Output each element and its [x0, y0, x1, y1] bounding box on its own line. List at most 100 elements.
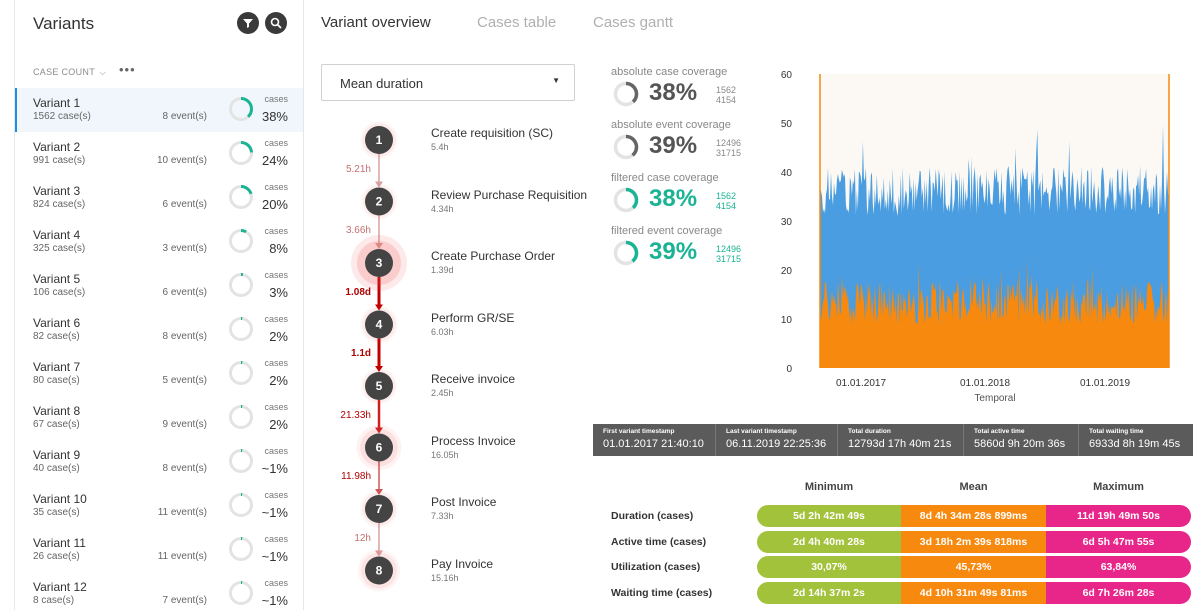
chevron-down-icon: ⌵ [99, 68, 107, 77]
tab-cases-gantt[interactable]: Cases gantt [593, 14, 674, 31]
coverage-percentage: 38% [649, 79, 698, 106]
donut-chart-icon [229, 449, 253, 473]
process-step-node[interactable] [365, 310, 393, 339]
metrics-row-label: Waiting time (cases) [611, 586, 713, 599]
temporal-chart: 0 10 20 30 40 50 60 01.01.2017 01.01.2018 01.01.2… [770, 60, 1200, 410]
coverage-block: filtered event coverage 39% 12496 31715 [611, 225, 771, 277]
search-button[interactable] [265, 12, 287, 34]
variant-percentage: ~1% [261, 593, 288, 608]
process-step-node[interactable] [365, 126, 393, 154]
variant-item[interactable]: Variant 5 106 case(s) 6 event(s) cases 3% [15, 264, 303, 308]
variant-item[interactable]: Variant 8 67 case(s) 9 event(s) cases 2% [15, 396, 303, 440]
step-activity-label: Pay Invoice [431, 556, 494, 571]
y-tick-label: 0 [786, 364, 792, 375]
stat-cell: Last variant timestamp 06.11.2019 22:25:3… [715, 424, 837, 456]
variant-item[interactable]: Variant 6 82 case(s) 8 event(s) cases 2% [15, 308, 303, 352]
process-map: 1 2 3 4 5 6 7 8 5.21h 3.66h 1.08d 1.1d 21.33h 11.98h… [321, 110, 593, 610]
metric-select[interactable]: Mean duration ▼ [321, 64, 575, 101]
donut-chart-icon [229, 317, 253, 341]
edge-duration-label: 1.08d [345, 286, 371, 298]
metric-min-value: 2d 14h 37m 2s [757, 581, 901, 604]
donut-chart-icon [229, 229, 253, 253]
variant-share-donut [228, 536, 254, 567]
metric-mean-value: 4d 10h 31m 49s 81ms [901, 581, 1046, 604]
x-tick-label: 01.01.2018 [960, 378, 1010, 389]
variant-item[interactable]: Variant 12 8 case(s) 7 event(s) cases ~1% [15, 572, 303, 610]
variant-item[interactable]: Variant 7 80 case(s) 5 event(s) cases 2% [15, 352, 303, 396]
search-icon [270, 17, 282, 29]
variant-item[interactable]: Variant 9 40 case(s) 8 event(s) cases ~1% [15, 440, 303, 484]
step-duration: 1.39d [431, 265, 454, 275]
edge-duration-label: 21.33h [340, 409, 371, 421]
variant-name: Variant 2 [33, 140, 81, 154]
donut-chart-icon [613, 81, 639, 107]
filter-icon [243, 19, 253, 28]
variant-share-donut [228, 580, 254, 610]
process-step-node[interactable] [365, 495, 393, 523]
tab-cases-table[interactable]: Cases table [477, 14, 557, 31]
variant-item[interactable]: Variant 11 26 case(s) 11 event(s) cases ~1% [15, 528, 303, 572]
process-step-node[interactable] [365, 372, 393, 400]
variant-share-donut [228, 448, 254, 479]
process-step-node[interactable] [365, 249, 393, 277]
variant-event-count: 5 event(s) [162, 375, 207, 386]
y-tick-label: 30 [781, 217, 793, 228]
coverage-title: absolute event coverage [611, 119, 731, 131]
process-step-node[interactable] [365, 433, 393, 462]
step-activity-label: Post Invoice [431, 495, 497, 509]
coverage-percentage: 38% [649, 185, 698, 212]
variant-percentage: 8% [269, 241, 288, 256]
process-step-node[interactable] [365, 187, 393, 216]
edge-duration-label: 3.66h [345, 225, 371, 237]
coverage-numerator: 12496 [716, 244, 742, 254]
donut-chart-icon [613, 240, 639, 266]
coverage-percentage: 39% [649, 238, 698, 265]
variant-item[interactable]: Variant 2 991 case(s) 10 event(s) cases 24% [15, 132, 303, 176]
variant-share-donut [228, 360, 254, 391]
donut-chart-icon [229, 405, 253, 429]
metrics-column-header: Minimum [804, 481, 854, 493]
metrics-row-label: Active time (cases) [611, 535, 707, 548]
stat-value: 01.01.2017 21:40:10 [603, 438, 704, 450]
variant-item[interactable]: Variant 1 1562 case(s) 8 event(s) cases 38% [15, 88, 303, 132]
variant-case-count: 991 case(s) [33, 155, 86, 166]
variant-case-count: 40 case(s) [33, 463, 80, 474]
variant-event-count: 3 event(s) [162, 243, 207, 254]
stat-cell: Total active time 5860d 9h 20m 36s [963, 424, 1078, 456]
tab-variant-overview[interactable]: Variant overview [321, 14, 431, 31]
variant-cases-label: cases [264, 270, 288, 280]
step-activity-label: Create requisition (SC) [431, 126, 554, 140]
variant-item[interactable]: Variant 4 325 case(s) 3 event(s) cases 8% [15, 220, 303, 264]
variant-event-count: 6 event(s) [162, 287, 207, 298]
metric-max-value: 63,84% [1046, 556, 1191, 578]
coverage-numerator: 1562 [716, 191, 737, 201]
sort-dropdown[interactable]: CASE COUNT ⌵ [33, 67, 106, 78]
variant-share-donut [228, 228, 254, 259]
variant-item[interactable]: Variant 10 35 case(s) 11 event(s) cases ~1% [15, 484, 303, 528]
process-step-node[interactable] [365, 556, 393, 585]
metric-min-value: 5d 2h 42m 49s [757, 505, 901, 527]
step-activity-label: Perform GR/SE [431, 310, 515, 325]
coverage-title: filtered event coverage [611, 225, 723, 237]
variant-percentage: 38% [261, 109, 288, 124]
stat-label: Total duration [848, 428, 891, 435]
variant-percentage: ~1% [261, 549, 288, 564]
variant-share-donut [228, 272, 254, 303]
edge-arrow-icon [375, 243, 383, 249]
metric-max-value: 6d 5h 47m 55s [1046, 530, 1191, 553]
filter-button[interactable] [237, 12, 259, 34]
step-duration: 4.34h [431, 203, 454, 214]
metrics-row-label: Duration (cases) [611, 510, 694, 522]
more-options-icon[interactable]: ••• [119, 62, 136, 77]
donut-chart-icon [613, 134, 639, 160]
donut-chart-icon [229, 581, 253, 605]
variant-case-count: 1562 case(s) [33, 111, 91, 122]
variant-item[interactable]: Variant 3 824 case(s) 6 event(s) cases 20% [15, 176, 303, 220]
step-duration: 2.45h [431, 388, 454, 398]
donut-chart-icon [229, 273, 253, 297]
coverage-denominator: 4154 [716, 95, 737, 105]
step-number: 8 [376, 564, 383, 578]
edge-arrow-icon [375, 366, 383, 372]
step-activity-label: Process Invoice [431, 433, 516, 448]
variant-percentage: 3% [269, 285, 288, 300]
